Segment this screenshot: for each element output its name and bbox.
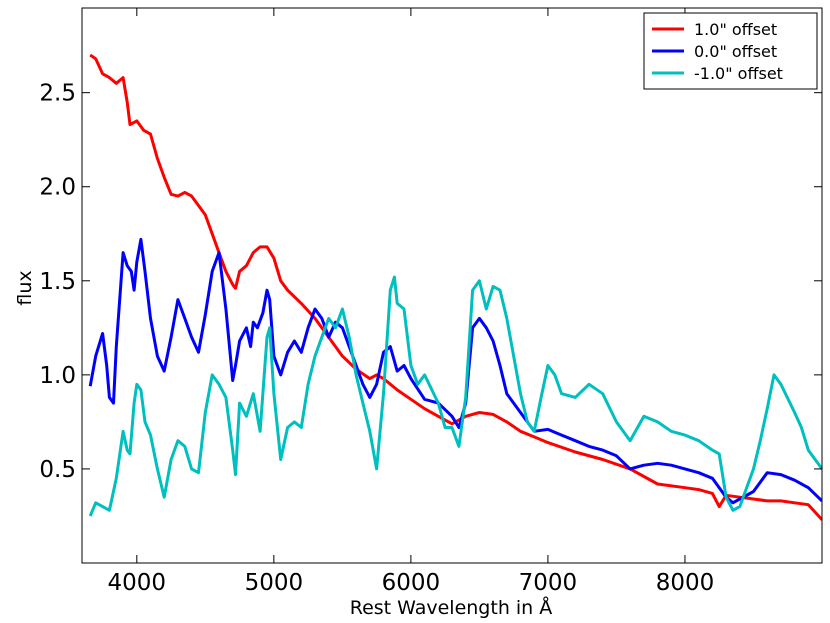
series-line-2	[88, 237, 822, 505]
x-tick-label: 4000	[108, 570, 167, 596]
legend-label-1: 1.0" offset	[694, 20, 777, 39]
x-axis-label: Rest Wavelength in Å	[350, 596, 553, 619]
legend: 1.0" offset 0.0" offset -1.0" offset	[643, 12, 818, 90]
plot-frame	[81, 7, 823, 564]
y-tick-label: 1.0	[39, 363, 76, 389]
x-tick-label: 7000	[519, 570, 578, 596]
series-line-3	[88, 275, 822, 517]
plot-area	[81, 7, 823, 564]
x-tick-label: 5000	[245, 570, 304, 596]
x-tick-label: 8000	[656, 570, 715, 596]
y-tick-label: 0.5	[39, 457, 76, 483]
y-axis-ticks: 0.5 1.0 1.5 2.0 2.5	[39, 81, 822, 483]
legend-label-2: 0.0" offset	[694, 42, 777, 61]
x-tick-label: 6000	[382, 570, 441, 596]
y-tick-label: 1.5	[39, 269, 76, 295]
legend-label-3: -1.0" offset	[694, 64, 783, 83]
y-tick-label: 2.0	[39, 175, 76, 201]
y-tick-label: 2.5	[39, 81, 76, 107]
x-axis-ticks: 4000 5000 6000 7000 8000	[108, 8, 715, 596]
y-axis-label: flux	[14, 270, 36, 305]
